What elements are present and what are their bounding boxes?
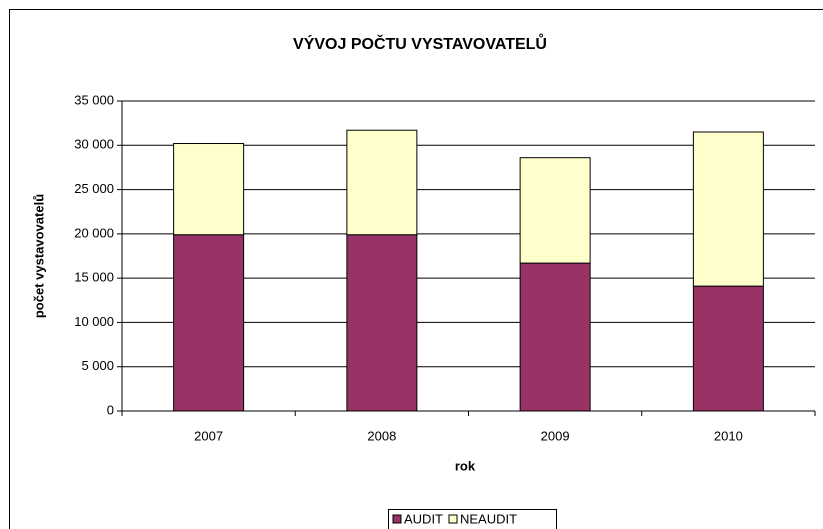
x-tick-label: 2008 bbox=[367, 428, 396, 443]
y-tick-label: 0 bbox=[107, 402, 114, 417]
bar bbox=[692, 285, 764, 412]
bar bbox=[519, 262, 591, 412]
bar bbox=[519, 157, 591, 264]
y-tick-label: 35 000 bbox=[74, 92, 114, 107]
x-tick-label: 2010 bbox=[714, 428, 743, 443]
x-tick-label: 2009 bbox=[541, 428, 570, 443]
bar bbox=[346, 129, 418, 236]
y-tick-label: 25 000 bbox=[74, 181, 114, 196]
legend-label: NEAUDIT bbox=[460, 511, 517, 526]
y-tick-label: 15 000 bbox=[74, 270, 114, 285]
x-tick-label: 2007 bbox=[194, 428, 223, 443]
legend-swatch bbox=[392, 514, 402, 524]
bar bbox=[692, 131, 764, 287]
bar bbox=[173, 143, 245, 236]
chart-title: VÝVOJ POČTU VYSTAVOVATELŮ bbox=[293, 33, 547, 53]
y-axis-label: počet vystavovatelů bbox=[31, 194, 46, 318]
bar bbox=[346, 234, 418, 412]
legend-box bbox=[388, 509, 557, 529]
x-axis-label: rok bbox=[455, 458, 476, 473]
legend-swatch bbox=[448, 514, 458, 524]
y-tick-label: 10 000 bbox=[74, 314, 114, 329]
y-tick-label: 30 000 bbox=[74, 137, 114, 152]
legend-label: AUDIT bbox=[404, 511, 443, 526]
y-tick-label: 20 000 bbox=[74, 225, 114, 240]
bar bbox=[173, 234, 245, 412]
y-tick-label: 5 000 bbox=[81, 358, 114, 373]
